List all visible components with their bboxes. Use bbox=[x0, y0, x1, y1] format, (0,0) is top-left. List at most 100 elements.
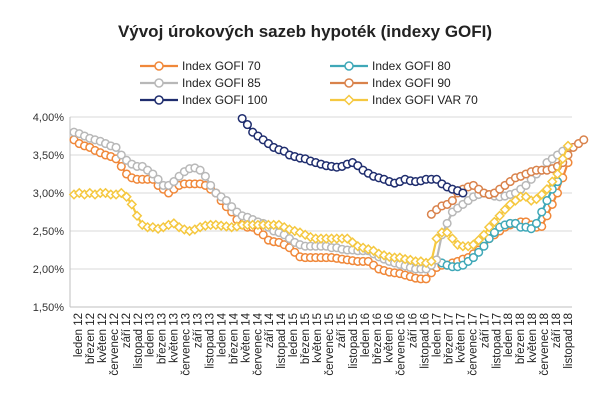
x-tick-label: červenec 18 bbox=[539, 313, 551, 376]
legend-label: Index GOFI 100 bbox=[182, 93, 268, 107]
legend-marker bbox=[343, 94, 355, 106]
x-tick-label: květen 12 bbox=[97, 313, 109, 363]
data-point bbox=[126, 199, 138, 210]
legend-marker bbox=[344, 61, 354, 71]
x-tick-label: leden 18 bbox=[503, 313, 515, 357]
legend-label: Index GOFI 80 bbox=[372, 59, 451, 73]
data-point bbox=[541, 183, 553, 195]
x-tick-label: březen 12 bbox=[85, 313, 97, 364]
data-point bbox=[148, 169, 158, 179]
data-point bbox=[394, 252, 406, 263]
data-point bbox=[258, 230, 268, 240]
data-point bbox=[147, 221, 159, 233]
series-index-gofi-70 bbox=[69, 135, 573, 284]
legend-entry-index-gofi-80: Index GOFI 80 bbox=[330, 59, 451, 73]
data-point bbox=[473, 234, 484, 246]
legend-marker bbox=[154, 61, 164, 71]
x-tick-label: červenec 14 bbox=[252, 312, 264, 375]
data-point bbox=[342, 233, 353, 244]
y-tick-label: 3,00% bbox=[33, 188, 64, 200]
data-point bbox=[521, 180, 531, 190]
legend-label: Index GOFI 85 bbox=[182, 76, 261, 90]
data-point bbox=[421, 274, 431, 284]
data-point bbox=[237, 113, 247, 124]
x-tick-label: květen 14 bbox=[240, 312, 252, 362]
data-point bbox=[100, 187, 111, 199]
x-tick-label: leden 14 bbox=[216, 312, 228, 357]
data-point bbox=[441, 227, 453, 238]
x-tick-label: listopad 18 bbox=[563, 313, 575, 369]
x-tick-label: září 13 bbox=[193, 313, 205, 348]
legend-marker bbox=[154, 95, 164, 105]
data-point bbox=[426, 256, 437, 267]
data-point bbox=[121, 191, 132, 203]
data-point bbox=[468, 239, 479, 250]
x-tick-label: září 12 bbox=[121, 313, 133, 348]
data-point bbox=[447, 196, 457, 206]
series-index-gofi-85 bbox=[69, 127, 573, 274]
data-point bbox=[116, 187, 127, 199]
data-point bbox=[294, 227, 306, 238]
data-point bbox=[221, 196, 231, 206]
x-tick-label: leden 15 bbox=[288, 313, 300, 357]
x-tick-label: září 15 bbox=[336, 313, 348, 348]
x-tick-label: květen 18 bbox=[527, 313, 539, 363]
legend-label: Index GOFI 70 bbox=[182, 59, 261, 73]
data-point bbox=[478, 229, 490, 241]
data-point bbox=[131, 210, 143, 222]
plot-area bbox=[68, 113, 589, 284]
x-tick-label: březen 14 bbox=[228, 312, 240, 364]
data-point bbox=[116, 150, 126, 160]
data-point bbox=[373, 248, 385, 260]
legend-entry-index-gofi-var-70: Index GOFI VAR 70 bbox=[330, 93, 478, 107]
data-point bbox=[179, 224, 190, 235]
data-point bbox=[557, 153, 569, 165]
x-tick-label: listopad 15 bbox=[348, 313, 360, 369]
data-point bbox=[242, 120, 252, 130]
data-point bbox=[474, 247, 484, 257]
data-point bbox=[552, 168, 563, 180]
data-point bbox=[111, 142, 121, 152]
data-point bbox=[357, 242, 369, 253]
x-tick-label: leden 12 bbox=[73, 313, 85, 357]
legend-marker bbox=[344, 78, 354, 88]
data-point bbox=[458, 188, 468, 198]
legend-entry-index-gofi-100: Index GOFI 100 bbox=[140, 93, 268, 107]
legend-entry-index-gofi-70: Index GOFI 70 bbox=[140, 59, 261, 73]
data-point bbox=[206, 180, 216, 190]
legend: Index GOFI 70 Index GOFI 80 Index GOFI 85 I… bbox=[140, 59, 478, 107]
y-tick-label: 2,50% bbox=[33, 226, 64, 238]
data-point bbox=[153, 174, 163, 184]
x-axis: leden 12 březen 12 květen 12 červenec 12 zář… bbox=[70, 306, 575, 376]
x-tick-label: listopad 14 bbox=[276, 312, 288, 368]
data-point bbox=[531, 218, 542, 228]
x-tick-label: červenec 17 bbox=[467, 313, 479, 376]
data-point bbox=[447, 233, 458, 244]
data-point bbox=[489, 216, 500, 228]
data-point bbox=[479, 241, 489, 251]
x-tick-label: březen 16 bbox=[372, 313, 384, 364]
data-point bbox=[531, 193, 542, 205]
series-index-gofi-var-70 bbox=[68, 140, 574, 269]
x-tick-label: leden 13 bbox=[145, 313, 157, 357]
x-tick-label: květen 16 bbox=[384, 313, 396, 363]
series-index-gofi-80 bbox=[437, 177, 563, 272]
x-tick-label: červenec 16 bbox=[396, 313, 408, 376]
x-tick-label: září 14 bbox=[264, 312, 276, 348]
data-point bbox=[537, 207, 547, 217]
data-point bbox=[489, 227, 499, 238]
data-point bbox=[562, 140, 574, 152]
x-tick-label: březen 15 bbox=[300, 313, 312, 364]
x-tick-label: březen 18 bbox=[515, 313, 527, 364]
y-tick-label: 4,00% bbox=[33, 112, 64, 124]
x-tick-label: listopad 16 bbox=[420, 313, 432, 369]
data-point bbox=[536, 189, 547, 200]
data-point bbox=[84, 187, 96, 199]
data-point bbox=[468, 253, 478, 263]
x-tick-label: leden 17 bbox=[432, 313, 444, 357]
gridlines bbox=[70, 116, 572, 308]
x-tick-label: březen 17 bbox=[443, 313, 455, 364]
data-point bbox=[227, 202, 237, 212]
